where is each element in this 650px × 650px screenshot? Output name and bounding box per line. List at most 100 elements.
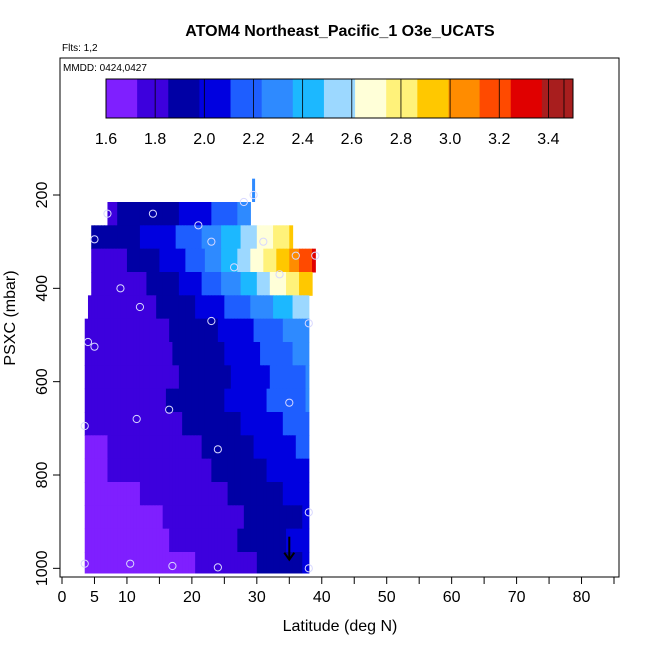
curtain-cell [107, 248, 112, 273]
curtain-cell [172, 505, 177, 530]
curtain-cell [292, 435, 297, 460]
curtain-cell [169, 295, 173, 320]
curtain-cell [250, 272, 255, 296]
curtain-cell [159, 342, 164, 366]
curtain-cell [302, 552, 307, 574]
curtain-cell [185, 365, 190, 390]
curtain-cell [221, 482, 225, 506]
curtain-cell [149, 435, 154, 460]
curtain-cell [123, 365, 128, 390]
curtain-cell [110, 318, 115, 343]
curtain-cell [120, 505, 125, 530]
curtain-cell [273, 552, 277, 574]
colorbar-band [417, 79, 449, 118]
sample-point [116, 284, 125, 293]
curtain-cell [126, 528, 131, 553]
curtain-cell [198, 458, 203, 483]
curtain-cell [188, 272, 193, 296]
curtain-cell [289, 412, 294, 436]
curtain-cell [266, 528, 271, 553]
y-tick-label: 200 [34, 182, 51, 209]
curtain-cell [117, 318, 122, 343]
curtain-cell [107, 225, 112, 250]
curtain-cell [240, 435, 245, 460]
curtain-cell [234, 272, 238, 296]
curtain-cell [104, 365, 109, 390]
curtain-cell [120, 482, 125, 506]
curtain-cell [123, 318, 128, 343]
curtain-cell [169, 202, 173, 226]
curtain-cell [185, 272, 190, 296]
curtain-cell [269, 435, 274, 460]
curtain-cell [211, 295, 216, 320]
curtain-cell [104, 552, 109, 574]
curtain-cell [247, 248, 251, 273]
colorbar-band [386, 79, 418, 118]
curtain-cell [123, 552, 128, 574]
curtain-cell [227, 272, 232, 296]
curtain-cell [126, 202, 131, 226]
curtain-cell [182, 552, 186, 574]
curtain-cell [211, 528, 216, 553]
curtain-cell [286, 552, 290, 574]
curtain-cell [117, 225, 122, 250]
curtain-cell [126, 412, 131, 436]
curtain-cell [266, 342, 271, 366]
curtain-cell [269, 295, 274, 320]
curtain-cell [217, 505, 222, 530]
curtain-cell [299, 552, 303, 574]
curtain-cell [97, 365, 102, 390]
curtain-cell [91, 295, 96, 320]
flights-annotation: Flts: 1,2 [62, 43, 98, 54]
curtain-cell [295, 365, 300, 390]
curtain-cell [299, 248, 303, 273]
curtain-cell [175, 528, 180, 553]
curtain-cell [266, 295, 271, 320]
curtain-cell [240, 202, 245, 226]
curtain-cell [253, 248, 258, 273]
curtain-cell [149, 528, 154, 553]
curtain-cell [136, 248, 141, 273]
curtain-cell [250, 318, 255, 343]
curtain-cell [146, 458, 151, 483]
curtain-cell [188, 552, 193, 574]
sample-point [194, 221, 203, 230]
colorbar-band [106, 79, 138, 118]
curtain-row [84, 318, 310, 343]
curtain-cell [159, 435, 164, 460]
curtain-cell [286, 365, 290, 390]
curtain-cell [263, 318, 268, 343]
curtain-cell [237, 365, 242, 390]
curtain-cell [250, 388, 255, 413]
curtain-cell [91, 248, 96, 273]
curtain-cell [221, 528, 225, 553]
curtain-cell [175, 552, 180, 574]
sample-point [165, 405, 174, 414]
curtain-cell [269, 458, 274, 483]
x-tick-label: 20 [183, 589, 201, 606]
curtain-cell [201, 458, 206, 483]
curtain-cell [97, 318, 102, 343]
sample-point [291, 251, 300, 260]
curtain-cell [91, 365, 96, 390]
curtain-cell [191, 318, 196, 343]
curtain-cell [175, 482, 180, 506]
curtain-cell [221, 272, 225, 296]
curtain-cell [204, 412, 209, 436]
curtain-cell [227, 342, 232, 366]
curtain-cell [133, 272, 138, 296]
curtain-cell [104, 342, 109, 366]
curtain-cell [172, 528, 177, 553]
curtain-cell [152, 318, 157, 343]
curtain-cell [117, 388, 122, 413]
curtain-cell [224, 295, 229, 320]
curtain-cell [227, 528, 232, 553]
curtain-cell [266, 412, 271, 436]
curtain-cell [107, 202, 112, 226]
curtain-cell [130, 202, 135, 226]
curtain-cell [123, 505, 128, 530]
curtain-cell [94, 248, 99, 273]
curtain-cell [143, 202, 148, 226]
curtain-cell [136, 225, 141, 250]
curtain-cell [198, 412, 203, 436]
